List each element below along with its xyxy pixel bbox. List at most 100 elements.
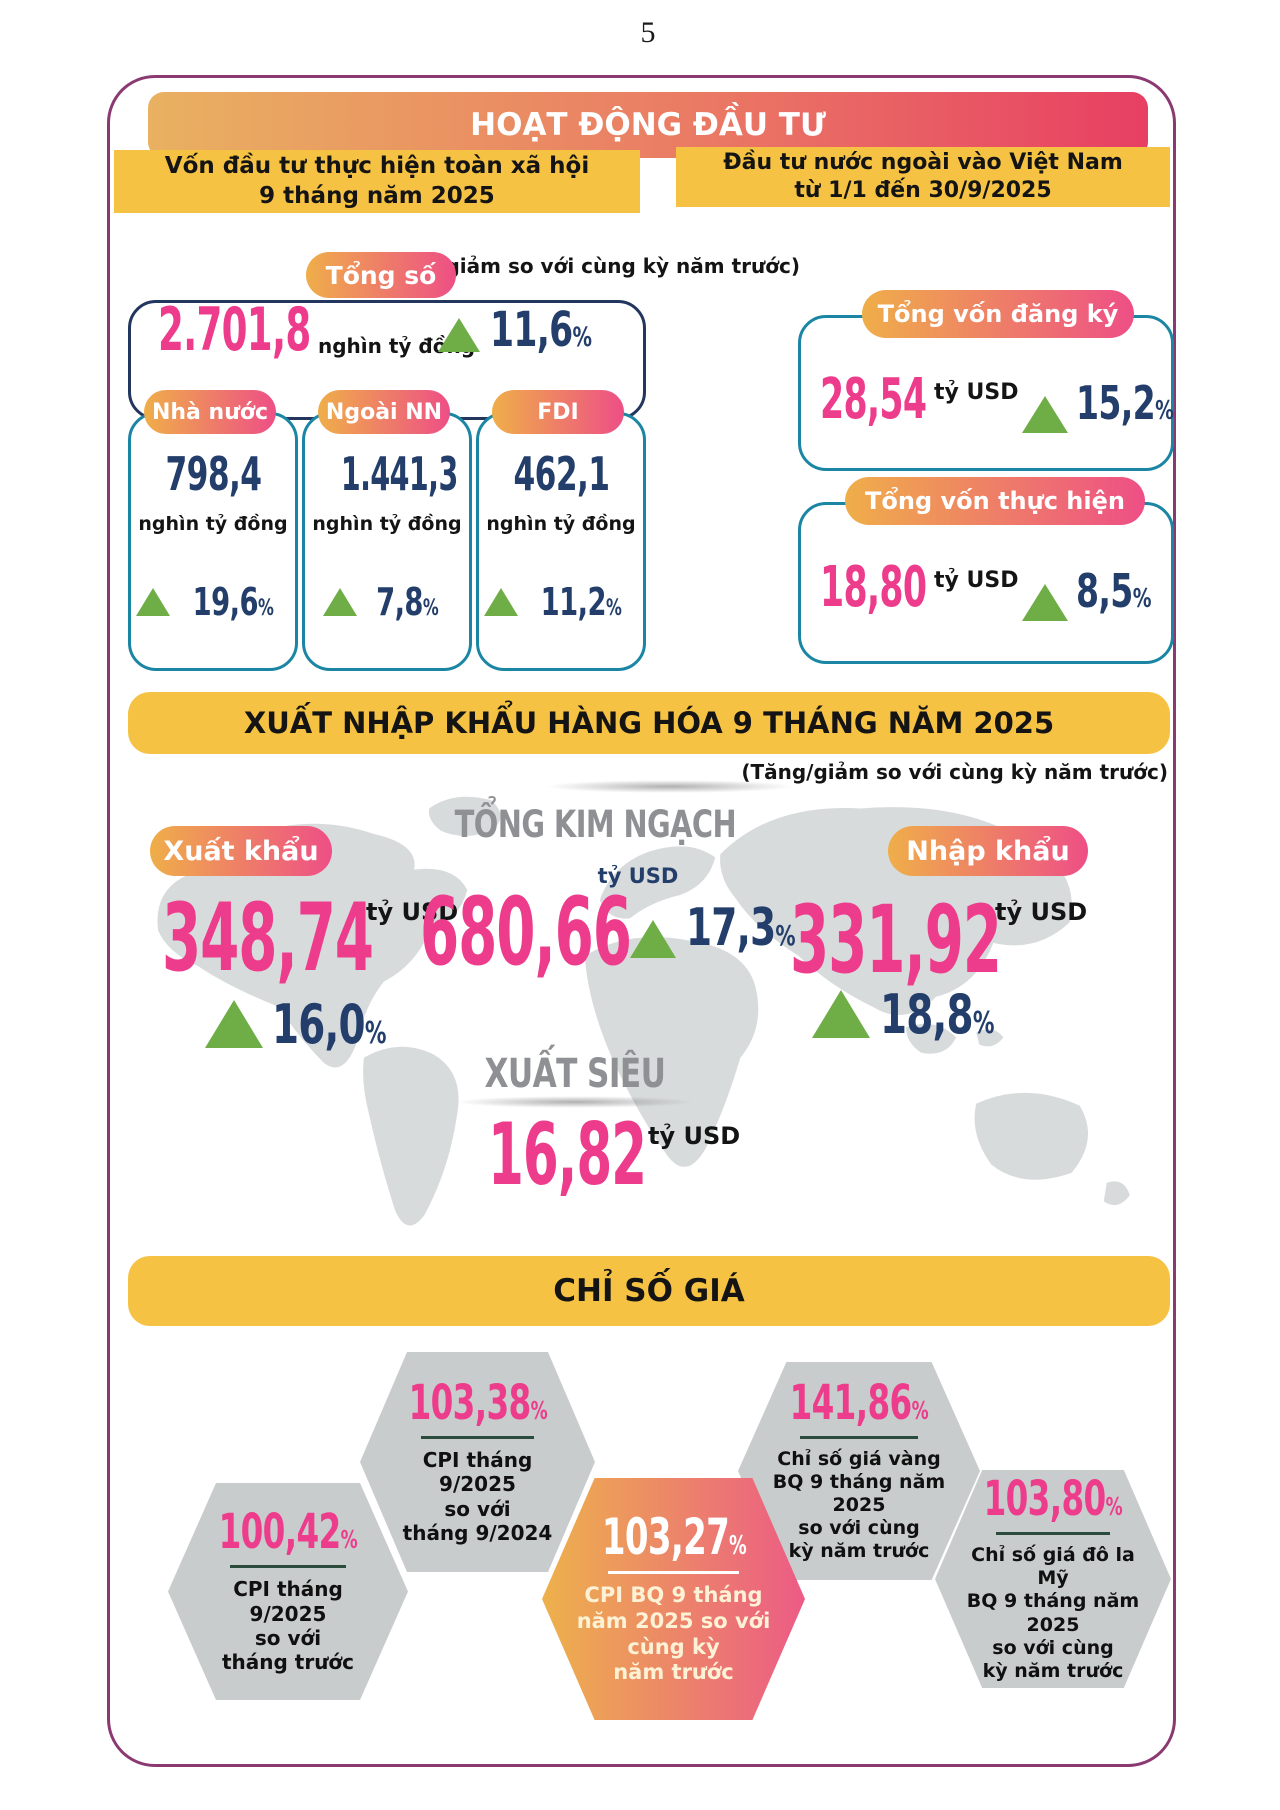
world-map: [157, 796, 1130, 1226]
hex-caption: CPI BQ 9 tháng năm 2025 so với cùng kỳ n…: [576, 1583, 771, 1685]
hex-divider: [608, 1571, 739, 1575]
header-social-investment-line2: 9 tháng năm 2025: [259, 182, 495, 209]
import-label: Nhập khẩu: [906, 835, 1070, 867]
component-change: 7,8%: [376, 580, 439, 624]
export-label: Xuất khẩu: [163, 835, 319, 867]
component-pill-fdi: FDI: [492, 390, 624, 434]
header-social-investment-line1: Vốn đầu tư thực hiện toàn xã hội: [164, 153, 590, 180]
fdi-realized-box: [798, 502, 1174, 664]
component-change-row: 19,6%: [131, 583, 295, 621]
hex-cpi-yoy: 103,38% CPI tháng 9/2025 so với tháng 9/…: [360, 1352, 595, 1572]
percent-sign: %: [258, 596, 274, 621]
fdi-registered-pill: Tổng vốn đăng ký: [862, 290, 1134, 338]
component-unit: nghìn tỷ đồng: [138, 513, 288, 535]
component-value: 1.441,3: [340, 447, 458, 501]
fdi-registered-change: 15,2%: [1076, 376, 1174, 430]
percent-sign: %: [340, 1525, 358, 1555]
percent-sign: %: [423, 596, 439, 621]
up-triangle-icon: [438, 318, 480, 352]
content-frame: [107, 75, 1176, 1767]
hex-caption: CPI tháng 9/2025 so với tháng 9/2024: [402, 1447, 553, 1545]
trade-total-label: TỔNG KIM NGẠCH: [454, 803, 736, 846]
hex-value: 103,38%: [408, 1374, 547, 1431]
header-foreign-investment-line2: từ 1/1 đến 30/9/2025: [794, 178, 1052, 203]
hex-usd-index: 103,80% Chỉ số giá đô la Mỹ BQ 9 tháng n…: [935, 1470, 1171, 1688]
up-triangle-icon: [205, 1000, 263, 1048]
percent-sign: %: [775, 919, 795, 952]
trade-total-change: 17,3%: [686, 898, 796, 958]
component-change: 11,2%: [541, 580, 622, 624]
total-investment-label: Tổng số: [325, 260, 437, 290]
total-investment-change: 11,6%: [490, 302, 592, 358]
up-triangle-icon: [323, 588, 358, 616]
page-number: 5: [640, 16, 656, 49]
section-banner-trade: XUẤT NHẬP KHẨU HÀNG HÓA 9 THÁNG NĂM 2025: [128, 692, 1170, 754]
surplus-shadow: [455, 1096, 695, 1108]
section-title-investment: HOẠT ĐỘNG ĐẦU TƯ: [470, 107, 826, 143]
fdi-registered-value: 28,54: [820, 367, 927, 432]
percent-sign: %: [364, 1016, 387, 1051]
total-investment-pill: Tổng số: [306, 252, 456, 298]
hex-gold-index: 141,86% Chỉ số giá vàng BQ 9 tháng năm 2…: [738, 1362, 980, 1580]
fdi-realized-label: Tổng vốn thực hiện: [865, 487, 1125, 515]
hex-divider: [995, 1531, 1111, 1535]
hex-divider: [420, 1435, 535, 1439]
hex-value: 103,80%: [983, 1470, 1123, 1527]
hex-cpi-mom: 100,42% CPI tháng 9/2025 so với tháng tr…: [168, 1483, 408, 1700]
import-pill: Nhập khẩu: [888, 826, 1088, 876]
export-pill: Xuất khẩu: [150, 826, 332, 876]
hex-value: 141,86%: [789, 1374, 929, 1431]
export-unit: tỷ USD: [366, 898, 459, 926]
header-foreign-investment: Đầu tư nước ngoài vào Việt Nam từ 1/1 đế…: [676, 147, 1170, 207]
up-triangle-icon: [1022, 584, 1068, 621]
fdi-registered-label: Tổng vốn đăng ký: [877, 300, 1119, 328]
hex-cpi-average: 103,27% CPI BQ 9 tháng năm 2025 so với c…: [542, 1478, 805, 1720]
hex-value: 103,27%: [601, 1508, 747, 1567]
fdi-realized-change: 8,5%: [1076, 564, 1152, 618]
component-change-row: 11,2%: [479, 583, 643, 621]
component-change: 19,6%: [193, 580, 274, 624]
up-triangle-icon: [484, 588, 519, 616]
percent-sign: %: [606, 596, 622, 621]
percent-sign: %: [1155, 396, 1174, 426]
percent-sign: %: [911, 1395, 929, 1425]
fdi-realized-pill: Tổng vốn thực hiện: [845, 477, 1145, 525]
hex-caption: Chỉ số giá đô la Mỹ BQ 9 tháng năm 2025 …: [966, 1543, 1140, 1682]
component-box-nonstate: 1.441,3 nghìn tỷ đồng 7,8%: [302, 412, 472, 671]
percent-sign: %: [972, 1006, 995, 1041]
component-pill-state: Nhà nước: [144, 390, 276, 434]
component-change-row: 7,8%: [305, 583, 469, 621]
section-title-trade: XUẤT NHẬP KHẨU HÀNG HÓA 9 THÁNG NĂM 2025: [243, 706, 1055, 740]
surplus-label: XUẤT SIÊU: [484, 1051, 666, 1097]
up-triangle-icon: [812, 990, 870, 1038]
note-trade: (Tăng/giảm so với cùng kỳ năm trước): [741, 760, 1168, 784]
hex-divider: [800, 1435, 918, 1439]
fdi-realized-value: 18,80: [820, 555, 927, 620]
total-investment-value: 2.701,8: [158, 295, 311, 365]
percent-sign: %: [728, 1531, 747, 1562]
component-label-fdi: FDI: [537, 399, 579, 425]
component-value: 462,1: [513, 447, 609, 501]
component-label-nonstate: Ngoài NN: [325, 399, 443, 425]
component-unit: nghìn tỷ đồng: [486, 513, 636, 535]
surplus-unit: tỷ USD: [648, 1122, 741, 1150]
up-triangle-icon: [136, 588, 171, 616]
component-label-state: Nhà nước: [151, 399, 269, 425]
export-change: 16,0%: [272, 993, 387, 1056]
component-box-state: 798,4 nghìn tỷ đồng 19,6%: [128, 412, 298, 671]
banner-shadow: [545, 780, 795, 793]
up-triangle-icon: [630, 920, 676, 958]
up-triangle-icon: [1022, 396, 1068, 433]
import-value: 331,92: [790, 886, 1002, 995]
component-value: 798,4: [165, 447, 261, 501]
import-change: 18,8%: [880, 983, 995, 1046]
fdi-registered-unit: tỷ USD: [934, 380, 1019, 405]
fdi-registered-box: [798, 315, 1174, 471]
percent-sign: %: [1132, 584, 1152, 614]
section-title-price: CHỈ SỐ GIÁ: [553, 1273, 745, 1309]
trade-total-value: 680,66: [420, 878, 632, 987]
fdi-realized-unit: tỷ USD: [934, 568, 1019, 593]
hex-caption: CPI tháng 9/2025 so với tháng trước: [221, 1577, 355, 1675]
hex-caption: Chỉ số giá vàng BQ 9 tháng năm 2025 so v…: [772, 1447, 946, 1563]
